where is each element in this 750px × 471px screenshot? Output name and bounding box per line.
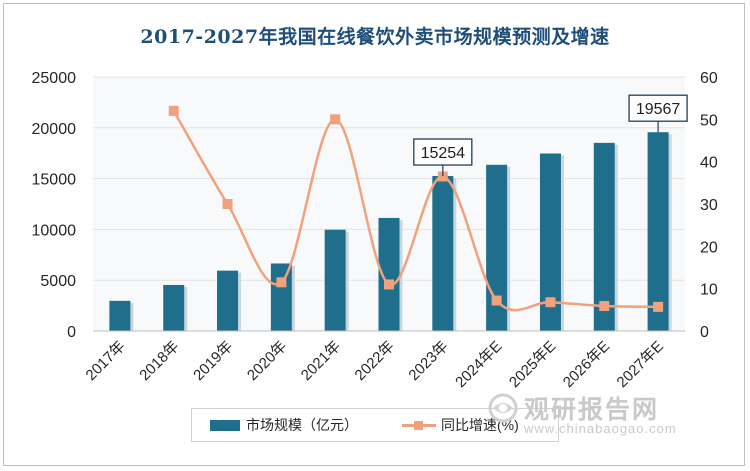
data-label: 15254: [421, 145, 466, 162]
bar-shadow: [130, 302, 134, 331]
x-tick-label: 2024年E: [452, 338, 505, 391]
growth-marker: [545, 297, 556, 308]
data-label-box: [413, 138, 473, 166]
x-tick-label: 2023年: [405, 338, 451, 384]
growth-marker: [168, 105, 179, 116]
chart-title: 2017-2027年我国在线餐饮外卖市场规模预测及增速: [140, 26, 610, 48]
y-right-tick-label: 10: [700, 282, 718, 299]
x-tick-label: 2025年E: [506, 338, 559, 391]
bar: [539, 153, 561, 331]
y-left-tick-label: 25000: [32, 70, 77, 87]
x-tick-label: 2027年E: [614, 338, 667, 391]
y-right-tick-label: 20: [700, 239, 718, 256]
eye-logo-icon: [488, 393, 518, 423]
x-tick-label: 2021年: [298, 338, 344, 384]
bar: [270, 263, 292, 331]
bar: [432, 176, 454, 331]
y-right-tick-label: 40: [700, 155, 718, 172]
bar-shadow: [668, 134, 672, 331]
bar: [217, 270, 239, 331]
watermark-domain: www.chinabaogao.com: [524, 421, 677, 436]
bar: [163, 284, 185, 331]
y-right-tick-label: 50: [700, 112, 718, 129]
bar-shadow: [453, 178, 457, 331]
bar-shadow: [291, 265, 295, 331]
y-left-tick-label: 20000: [32, 121, 77, 138]
bar-shadow: [560, 155, 564, 331]
growth-marker: [599, 301, 610, 312]
legend: 市场规模（亿元） 同比增速(%): [191, 408, 559, 442]
growth-marker: [222, 199, 233, 209]
x-tick-label: 2018年: [136, 338, 182, 384]
growth-marker: [437, 171, 448, 182]
bar-shadow: [507, 166, 511, 331]
legend-item-market-size: 市场规模（亿元）: [210, 409, 358, 441]
data-label-box: [628, 94, 688, 122]
y-right-tick-label: 30: [700, 197, 718, 214]
x-tick-label: 2020年: [244, 338, 290, 384]
bar: [109, 300, 131, 331]
y-right-tick-label: 60: [700, 70, 718, 87]
legend-swatch-bar: [210, 419, 240, 431]
bar-shadow: [184, 286, 188, 331]
y-left-tick-label: 10000: [32, 222, 77, 239]
growth-marker: [276, 277, 287, 288]
x-tick-label: 2019年: [190, 338, 236, 384]
bar-shadow: [238, 272, 242, 331]
bar-shadow: [345, 231, 349, 331]
growth-marker: [491, 295, 502, 306]
bar: [593, 142, 615, 331]
y-left-tick-label: 15000: [32, 172, 77, 189]
bar: [324, 229, 346, 331]
y-right-tick-label: 0: [700, 324, 709, 341]
growth-marker: [653, 301, 664, 312]
watermark-name: 观研报告网: [524, 396, 660, 424]
bar: [378, 217, 400, 331]
y-left-tick-label: 0: [67, 324, 76, 341]
growth-marker: [384, 279, 394, 290]
watermark: 观研报告网 www.chinabaogao.com: [488, 389, 728, 439]
x-tick-label: 2017年: [83, 338, 129, 384]
x-tick-label: 2022年: [352, 338, 398, 384]
bar: [647, 132, 669, 331]
legend-swatch-line: [402, 420, 436, 431]
y-left-tick-label: 5000: [40, 273, 76, 290]
growth-marker: [330, 114, 341, 125]
x-tick-label: 2026年E: [560, 338, 613, 391]
bar-shadow: [614, 144, 618, 331]
data-label: 19567: [636, 101, 681, 118]
legend-label-market-size: 市场规模（亿元）: [246, 417, 358, 433]
